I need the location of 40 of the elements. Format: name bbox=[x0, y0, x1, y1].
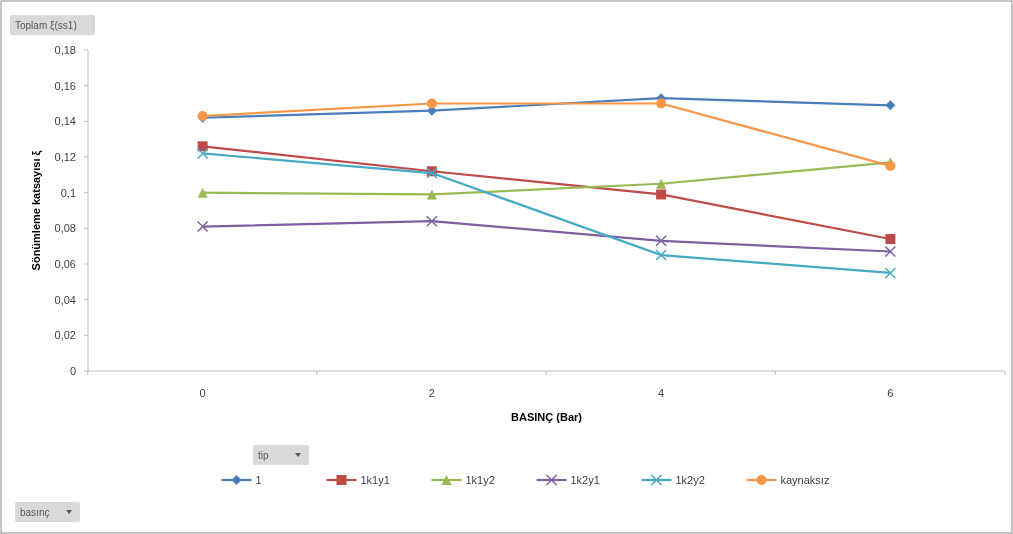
point bbox=[196, 147, 209, 160]
field-button: Toplam ξ(ss1) bbox=[10, 15, 95, 35]
legend-label: 1k1y1 bbox=[360, 474, 390, 486]
point bbox=[426, 215, 438, 227]
point bbox=[655, 235, 667, 247]
y-tick-label: 0,02 bbox=[54, 329, 76, 342]
x-tick-label: 4 bbox=[658, 387, 665, 399]
y-tick-label: 0,06 bbox=[54, 258, 76, 270]
x-tick-label: 2 bbox=[428, 387, 435, 399]
y-tick-label: 0,04 bbox=[54, 293, 76, 306]
legend-label: 1k1y2 bbox=[465, 474, 495, 486]
point bbox=[885, 234, 896, 245]
y-tick-label: 0,08 bbox=[54, 222, 76, 235]
point bbox=[426, 189, 437, 200]
field-button: tip bbox=[253, 445, 309, 465]
legend-label: 1k2y2 bbox=[675, 474, 705, 486]
point bbox=[884, 267, 897, 279]
point bbox=[426, 98, 437, 109]
y-tick-label: 0,14 bbox=[54, 115, 76, 128]
y-tick-label: 0,16 bbox=[54, 79, 76, 92]
legend-label: 1 bbox=[255, 474, 262, 486]
point bbox=[656, 178, 667, 189]
x-tick-label: 6 bbox=[887, 387, 894, 399]
y-axis-title: Sönümleme katsayısı ξ bbox=[30, 150, 43, 271]
x-tick-label: 0 bbox=[199, 387, 206, 399]
point bbox=[196, 220, 209, 233]
field-button: basınç bbox=[15, 502, 80, 522]
point bbox=[197, 187, 208, 198]
point bbox=[656, 189, 667, 200]
point bbox=[655, 249, 667, 261]
point bbox=[656, 98, 667, 109]
point bbox=[884, 245, 897, 258]
y-tick-label: 0 bbox=[69, 365, 76, 377]
legend-label: 1k2y1 bbox=[570, 474, 600, 486]
x-axis-title: BASINÇ (Bar) bbox=[511, 411, 583, 423]
point bbox=[885, 100, 896, 111]
y-tick-label: 0,1 bbox=[60, 186, 76, 199]
y-tick-label: 0,18 bbox=[54, 44, 76, 56]
legend-label: kaynaksız bbox=[780, 474, 830, 486]
y-tick-label: 0,12 bbox=[54, 151, 76, 163]
